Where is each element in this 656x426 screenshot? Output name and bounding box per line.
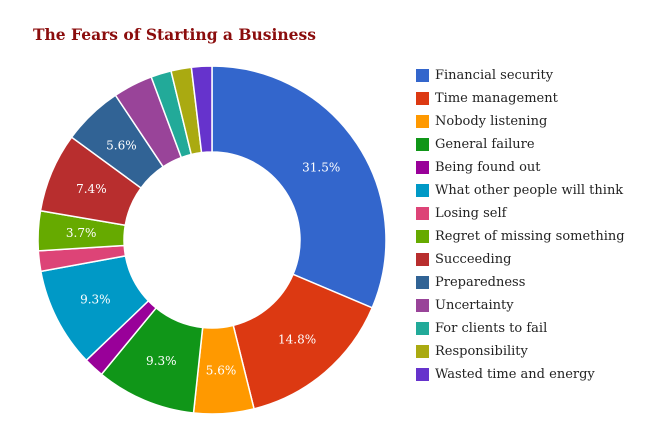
legend-swatch bbox=[416, 138, 429, 151]
legend-swatch bbox=[416, 69, 429, 82]
legend-item-preparedness[interactable]: Preparedness bbox=[416, 271, 625, 294]
legend-swatch bbox=[416, 184, 429, 197]
legend-label: What other people will think bbox=[435, 183, 624, 198]
legend-item-nobody-listening[interactable]: Nobody listening bbox=[416, 110, 625, 133]
data-label-what-other-people-will-think: 9.3% bbox=[80, 293, 111, 307]
data-label-nobody-listening: 5.6% bbox=[206, 364, 237, 378]
data-label-general-failure: 9.3% bbox=[146, 354, 177, 368]
legend-item-being-found-out[interactable]: Being found out bbox=[416, 156, 625, 179]
legend-label: Financial security bbox=[435, 68, 554, 83]
legend-swatch bbox=[416, 322, 429, 335]
legend-label: Nobody listening bbox=[435, 114, 548, 129]
data-label-succeeding: 7.4% bbox=[76, 182, 107, 196]
legend-swatch bbox=[416, 230, 429, 243]
chart-title: The Fears of Starting a Business bbox=[33, 25, 316, 44]
legend: Financial security Time management Nobody … bbox=[416, 64, 625, 386]
legend-item-regret-of-missing-something[interactable]: Regret of missing something bbox=[416, 225, 625, 248]
legend-item-time-management[interactable]: Time management bbox=[416, 87, 625, 110]
legend-swatch bbox=[416, 299, 429, 312]
legend-item-general-failure[interactable]: General failure bbox=[416, 133, 625, 156]
legend-label: Responsibility bbox=[435, 344, 528, 359]
slice-wasted-time-and-energy[interactable] bbox=[190, 65, 213, 154]
slice-financial-security[interactable] bbox=[211, 65, 387, 309]
data-label-preparedness: 5.6% bbox=[106, 138, 137, 152]
legend-item-responsibility[interactable]: Responsibility bbox=[416, 340, 625, 363]
legend-item-wasted-time-and-energy[interactable]: Wasted time and energy bbox=[416, 363, 625, 386]
legend-label: Uncertainty bbox=[435, 298, 514, 313]
legend-swatch bbox=[416, 368, 429, 381]
legend-label: General failure bbox=[435, 137, 535, 152]
legend-label: Time management bbox=[435, 91, 558, 106]
legend-item-uncertainty[interactable]: Uncertainty bbox=[416, 294, 625, 317]
legend-swatch bbox=[416, 345, 429, 358]
legend-swatch bbox=[416, 115, 429, 128]
legend-label: Losing self bbox=[435, 206, 507, 221]
legend-item-succeeding[interactable]: Succeeding bbox=[416, 248, 625, 271]
legend-swatch bbox=[416, 92, 429, 105]
legend-swatch bbox=[416, 276, 429, 289]
legend-label: Regret of missing something bbox=[435, 229, 625, 244]
legend-item-losing-self[interactable]: Losing self bbox=[416, 202, 625, 225]
data-label-financial-security: 31.5% bbox=[302, 161, 340, 175]
data-label-regret-of-missing-something: 3.7% bbox=[66, 226, 97, 240]
legend-item-financial-security[interactable]: Financial security bbox=[416, 64, 625, 87]
legend-swatch bbox=[416, 161, 429, 174]
legend-label: Preparedness bbox=[435, 275, 526, 290]
legend-swatch bbox=[416, 253, 429, 266]
legend-label: For clients to fail bbox=[435, 321, 548, 336]
legend-label: Being found out bbox=[435, 160, 541, 175]
legend-label: Wasted time and energy bbox=[435, 367, 595, 382]
legend-item-for-clients-to-fail[interactable]: For clients to fail bbox=[416, 317, 625, 340]
legend-item-what-other-people-will-think[interactable]: What other people will think bbox=[416, 179, 625, 202]
legend-label: Succeeding bbox=[435, 252, 512, 267]
legend-swatch bbox=[416, 207, 429, 220]
data-label-time-management: 14.8% bbox=[278, 333, 316, 347]
